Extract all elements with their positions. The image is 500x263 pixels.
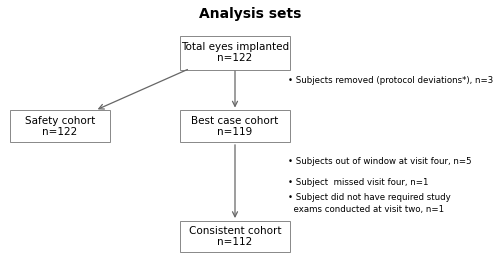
Text: Consistent cohort: Consistent cohort: [189, 226, 281, 236]
Text: n=122: n=122: [218, 53, 252, 63]
Text: n=122: n=122: [42, 127, 78, 137]
Text: Total eyes implanted: Total eyes implanted: [181, 42, 289, 52]
FancyBboxPatch shape: [180, 221, 290, 252]
Text: Safety cohort: Safety cohort: [25, 116, 95, 126]
Text: Best case cohort: Best case cohort: [192, 116, 278, 126]
Text: • Subject  missed visit four, n=1: • Subject missed visit four, n=1: [288, 178, 428, 187]
FancyBboxPatch shape: [180, 36, 290, 70]
Text: Analysis sets: Analysis sets: [199, 7, 301, 21]
FancyBboxPatch shape: [10, 110, 110, 142]
Text: • Subject did not have required study
  exams conducted at visit two, n=1: • Subject did not have required study ex…: [288, 193, 450, 214]
FancyBboxPatch shape: [180, 110, 290, 142]
Text: n=119: n=119: [218, 127, 252, 137]
Text: • Subjects out of window at visit four, n=5: • Subjects out of window at visit four, …: [288, 157, 471, 166]
Text: • Subjects removed (protocol deviations*), n=3: • Subjects removed (protocol deviations*…: [288, 76, 493, 85]
Text: n=112: n=112: [218, 237, 252, 247]
